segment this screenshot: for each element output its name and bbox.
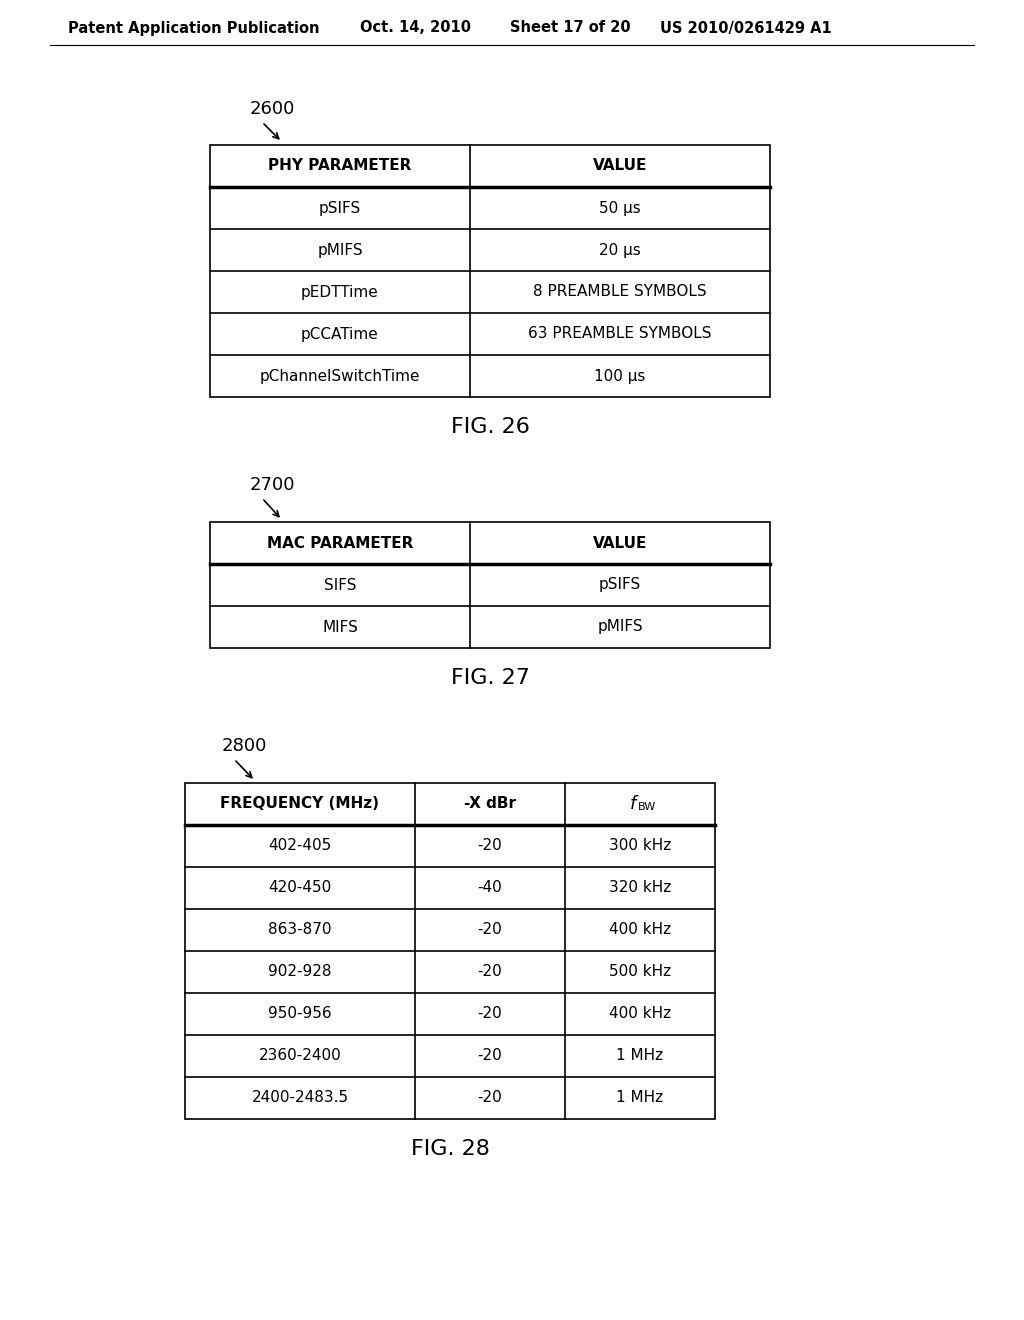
Text: MIFS: MIFS: [323, 619, 358, 635]
Text: SIFS: SIFS: [324, 578, 356, 593]
Text: -20: -20: [477, 1006, 503, 1022]
Text: Oct. 14, 2010: Oct. 14, 2010: [360, 21, 471, 36]
Text: -20: -20: [477, 923, 503, 937]
Text: 1 MHz: 1 MHz: [616, 1048, 664, 1064]
Text: -40: -40: [477, 880, 503, 895]
Text: 300 kHz: 300 kHz: [609, 838, 671, 854]
Text: 950-956: 950-956: [268, 1006, 332, 1022]
Text: FIG. 27: FIG. 27: [451, 668, 529, 688]
Text: FREQUENCY (MHz): FREQUENCY (MHz): [220, 796, 380, 812]
Text: FIG. 26: FIG. 26: [451, 417, 529, 437]
Text: pSIFS: pSIFS: [318, 201, 361, 215]
Text: VALUE: VALUE: [593, 158, 647, 173]
Text: Sheet 17 of 20: Sheet 17 of 20: [510, 21, 631, 36]
Text: -20: -20: [477, 838, 503, 854]
Text: -20: -20: [477, 965, 503, 979]
Text: 20 μs: 20 μs: [599, 243, 641, 257]
Bar: [185, 783, 715, 1119]
Text: pChannelSwitchTime: pChannelSwitchTime: [260, 368, 420, 384]
Text: $f$: $f$: [629, 795, 639, 813]
Text: pMIFS: pMIFS: [317, 243, 362, 257]
Text: 402-405: 402-405: [268, 838, 332, 854]
Text: -20: -20: [477, 1048, 503, 1064]
Text: 8 PREAMBLE SYMBOLS: 8 PREAMBLE SYMBOLS: [534, 285, 707, 300]
Text: 63 PREAMBLE SYMBOLS: 63 PREAMBLE SYMBOLS: [528, 326, 712, 342]
Text: FIG. 28: FIG. 28: [411, 1139, 489, 1159]
Text: 100 μs: 100 μs: [594, 368, 646, 384]
Text: -X dBr: -X dBr: [464, 796, 516, 812]
Text: 500 kHz: 500 kHz: [609, 965, 671, 979]
Text: 2800: 2800: [222, 737, 267, 755]
Text: 902-928: 902-928: [268, 965, 332, 979]
Text: Patent Application Publication: Patent Application Publication: [68, 21, 319, 36]
Text: 420-450: 420-450: [268, 880, 332, 895]
Bar: [210, 145, 770, 397]
Text: 400 kHz: 400 kHz: [609, 923, 671, 937]
Text: 1 MHz: 1 MHz: [616, 1090, 664, 1106]
Text: BW: BW: [638, 803, 656, 812]
Text: 2400-2483.5: 2400-2483.5: [252, 1090, 348, 1106]
Text: pSIFS: pSIFS: [599, 578, 641, 593]
Text: PHY PARAMETER: PHY PARAMETER: [268, 158, 412, 173]
Text: 863-870: 863-870: [268, 923, 332, 937]
Bar: [210, 521, 770, 648]
Text: VALUE: VALUE: [593, 536, 647, 550]
Text: -20: -20: [477, 1090, 503, 1106]
Text: pMIFS: pMIFS: [597, 619, 643, 635]
Text: US 2010/0261429 A1: US 2010/0261429 A1: [660, 21, 831, 36]
Text: 2600: 2600: [250, 100, 295, 117]
Text: pEDTTime: pEDTTime: [301, 285, 379, 300]
Text: pCCATime: pCCATime: [301, 326, 379, 342]
Text: 50 μs: 50 μs: [599, 201, 641, 215]
Text: 320 kHz: 320 kHz: [609, 880, 671, 895]
Text: 2700: 2700: [250, 477, 296, 494]
Text: 400 kHz: 400 kHz: [609, 1006, 671, 1022]
Text: 2360-2400: 2360-2400: [259, 1048, 341, 1064]
Text: MAC PARAMETER: MAC PARAMETER: [267, 536, 414, 550]
